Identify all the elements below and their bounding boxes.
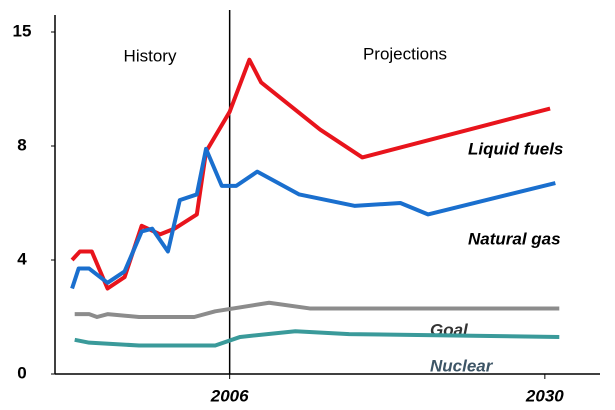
series-label: Liquid fuels [468,139,563,158]
series-label: Nuclear [430,356,494,375]
x-tick-label: 2030 [525,386,564,405]
series-line [70,146,556,290]
annotation: Projections [363,44,447,63]
y-tick-label: 0 [17,363,26,382]
series-line [74,300,560,319]
y-tick-label: 4 [17,249,27,268]
y-tick-label: 15 [13,21,32,40]
annotation: History [124,46,177,65]
series-line [70,57,551,291]
series-line [74,329,560,348]
y-tick-label: 8 [17,135,26,154]
x-tick-label: 2006 [210,386,249,405]
series-label: Natural gas [468,229,561,248]
